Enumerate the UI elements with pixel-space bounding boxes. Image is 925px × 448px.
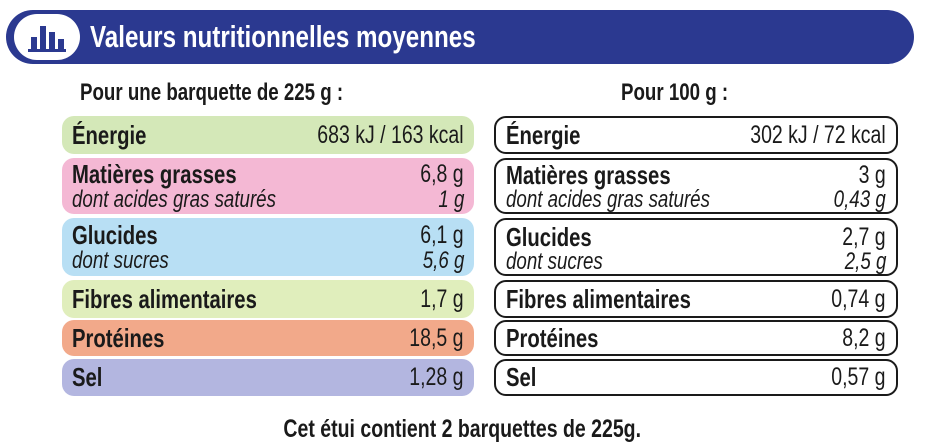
nutrient-label: Énergie	[72, 120, 147, 150]
nutrient-value: 6,1 g	[420, 221, 464, 249]
sub-nutrient-label: dont sucres	[72, 247, 169, 274]
package-note: Cet étui contient 2 barquettes de 225g.	[283, 415, 642, 443]
nutrient-label: Sel	[506, 362, 537, 392]
row-glucides: Glucides 2,7 g dont sucres 2,5 g	[494, 218, 898, 276]
bar-chart-icon	[28, 26, 66, 52]
row-fibres-alimentaires: Fibres alimentaires 0,74 g	[494, 280, 898, 318]
nutrient-label: Fibres alimentaires	[506, 284, 691, 314]
row-proteines: Protéines 18,5 g	[62, 320, 474, 356]
nutrient-label: Matières grasses	[72, 159, 237, 189]
nutrient-label: Protéines	[72, 323, 165, 353]
nutrient-label: Énergie	[506, 120, 581, 150]
row-matieres-grasses: Matières grasses 3 g dont acides gras sa…	[494, 158, 898, 214]
column-heading-per-portion: Pour une barquette de 225 g :	[80, 79, 344, 106]
sub-nutrient-label: dont acides gras saturés	[506, 186, 710, 213]
nutrient-label: Glucides	[506, 222, 592, 252]
nutrient-value: 1,28 g	[409, 363, 464, 391]
column-heading-per-100g: Pour 100 g :	[621, 79, 729, 106]
nutrient-value: 6,8 g	[420, 160, 464, 188]
nutrient-value: 18,5 g	[409, 324, 464, 352]
sub-nutrient-value: 5,6 g	[422, 247, 464, 274]
sub-nutrient-value: 2,5 g	[844, 248, 886, 275]
row-fibres-alimentaires: Fibres alimentaires 1,7 g	[62, 280, 474, 318]
sub-nutrient-label: dont sucres	[506, 248, 603, 275]
nutrient-value: 0,57 g	[831, 363, 886, 391]
row-sel: Sel 0,57 g	[494, 359, 898, 396]
row-energie: Énergie 683 kJ / 163 kcal	[62, 116, 474, 154]
page-title: Valeurs nutritionnelles moyennes	[90, 19, 476, 54]
nutrient-label: Fibres alimentaires	[72, 284, 257, 314]
sub-nutrient-label: dont acides gras saturés	[72, 186, 276, 213]
nutrient-value: 0,74 g	[831, 285, 886, 313]
nutrient-label: Protéines	[506, 323, 599, 353]
sub-nutrient-value: 1 g	[437, 186, 464, 213]
row-glucides: Glucides 6,1 g dont sucres 5,6 g	[62, 218, 474, 276]
row-proteines: Protéines 8,2 g	[494, 320, 898, 356]
nutrient-label: Matières grasses	[506, 160, 671, 190]
nutrient-value: 3 g	[858, 161, 886, 189]
sub-nutrient-value: 0,43 g	[833, 186, 886, 213]
nutrient-value: 1,7 g	[420, 285, 464, 313]
header-icon-badge	[14, 14, 80, 60]
nutrient-value: 2,7 g	[842, 223, 886, 251]
row-matieres-grasses: Matières grasses 6,8 g dont acides gras …	[62, 158, 474, 214]
nutrient-value: 8,2 g	[842, 324, 886, 352]
row-energie: Énergie 302 kJ / 72 kcal	[494, 116, 898, 154]
nutrient-value: 302 kJ / 72 kcal	[750, 121, 886, 149]
header-banner: Valeurs nutritionnelles moyennes	[6, 10, 914, 64]
row-sel: Sel 1,28 g	[62, 359, 474, 396]
nutrient-value: 683 kJ / 163 kcal	[317, 121, 464, 149]
nutrient-label: Glucides	[72, 220, 158, 250]
nutrient-label: Sel	[72, 362, 103, 392]
